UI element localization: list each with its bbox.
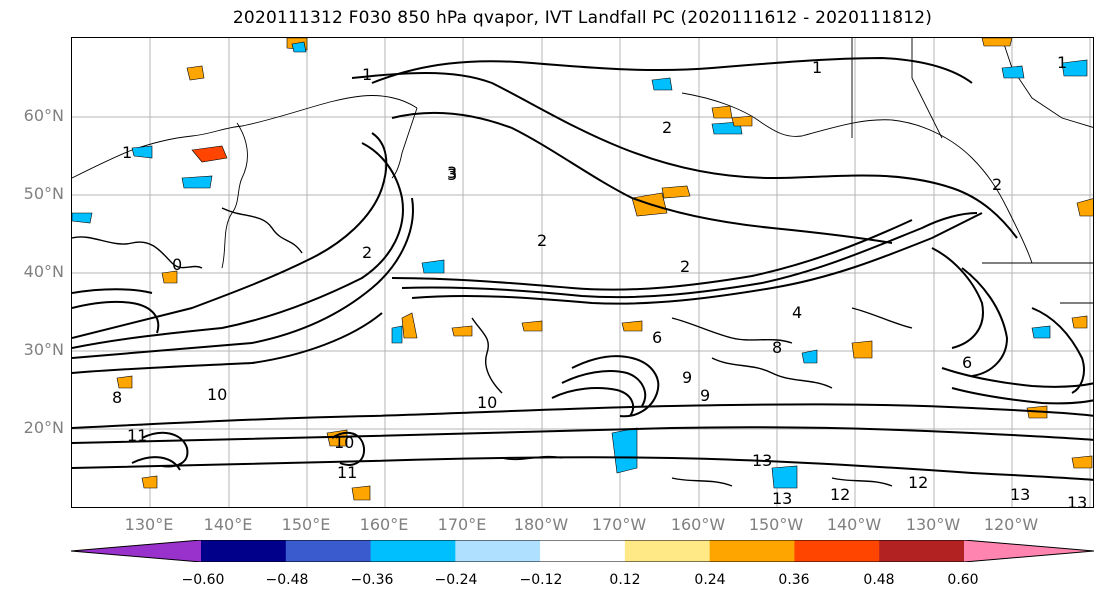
contour-label: 6 [652,328,662,347]
contour-label: 12 [908,473,928,492]
lon-label: 120°W [983,515,1039,534]
contour-label: 11 [127,426,147,445]
colorbar-cell [201,540,287,562]
contour-label: 1 [362,65,372,84]
colorbar-tick: −0.60 [181,572,225,588]
colorbar-tick: −0.48 [265,572,309,588]
lon-label: 150°W [748,515,804,534]
contour-label: 13 [1067,493,1087,508]
map-title: 2020111312 F030 850 hPa qvapor, IVT Land… [232,8,933,28]
lon-label: 160°E [359,515,409,534]
colorbar-cell [285,540,372,562]
lon-label: 170°E [437,515,487,534]
contour-label: 1 [122,143,132,162]
colorbar-cell [624,540,711,562]
contour-label: 10 [207,385,227,404]
lon-label: 140°E [203,515,253,534]
contour-label: 2 [680,257,690,276]
ivt-contours [72,56,1093,481]
contour-label: 2 [662,118,672,137]
contour-label: 1 [812,58,822,77]
colorbar-tick: 0.12 [609,572,641,588]
colorbar-cell [964,540,1094,562]
colorbar-cell [794,540,880,562]
colorbar-tick: 0.48 [863,572,895,588]
colorbar-tick: 0.60 [947,572,979,588]
contour-label: 8 [772,338,782,357]
contour-label: 4 [792,303,802,322]
map-canvas: 1 1 1 2 2 2 2 2 3 4 6 6 8 8 9 9 10 10 10… [72,38,1093,508]
lon-label: 130°W [905,515,961,534]
lat-label: 30°N [23,340,64,359]
contour-label: 2 [992,175,1002,194]
lat-label: 20°N [23,418,64,437]
colorbar-tick: −0.12 [519,572,563,588]
contour-label: 12 [830,485,850,504]
lat-label: 40°N [23,262,64,281]
lon-label: 130°E [124,515,174,534]
contour-labels: 1 1 1 2 2 2 2 2 3 4 6 6 8 8 9 9 10 10 10… [112,53,1087,508]
colorbar [71,540,1094,562]
colorbar-cell [540,540,626,562]
contour-label: 11 [337,463,357,482]
contour-label: 2 [537,231,547,250]
contour-label: 13 [752,451,772,470]
colorbar-cell [455,540,541,562]
contour-label: 9 [700,386,710,405]
qvapor-anomaly-patches [72,38,1093,501]
colorbar-cell [709,540,795,562]
lon-label: 160°W [670,515,726,534]
contour-label: 13 [772,489,792,508]
contour-label: 10 [477,393,497,412]
contour-label: 8 [112,388,122,407]
ivt-contours-minor [72,207,913,487]
colorbar-tick: −0.24 [434,572,478,588]
colorbar-tick: 0.24 [694,572,726,588]
contour-label: 3 [447,165,457,184]
contour-label: 2 [362,243,372,262]
map-panel: 1 1 1 2 2 2 2 2 3 4 6 6 8 8 9 9 10 10 10… [71,37,1094,508]
colorbar-cell [879,540,965,562]
contour-label: 0 [172,255,182,274]
colorbar-tick: 0.36 [778,572,810,588]
gridlines [72,38,1093,507]
contour-label: 10 [334,433,354,452]
lon-label: 170°W [591,515,647,534]
contour-label: 13 [1010,485,1030,504]
lat-label: 50°N [23,184,64,203]
colorbar-cell [370,540,456,562]
lon-label: 150°E [281,515,331,534]
lon-label: 140°W [826,515,882,534]
contour-label: 1 [1057,53,1067,72]
contour-label: 9 [682,368,692,387]
colorbar-tick: −0.36 [350,572,394,588]
contour-label: 3 [447,163,457,182]
contour-label: 6 [962,353,972,372]
colorbar-cell [71,540,201,562]
lat-label: 60°N [23,106,64,125]
lon-label: 180°W [513,515,569,534]
